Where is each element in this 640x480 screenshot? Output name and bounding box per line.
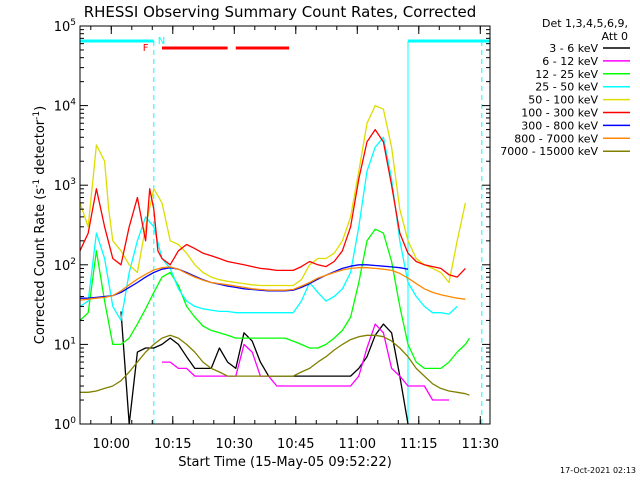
legend-label-3: 25 - 50 keV xyxy=(535,81,598,94)
y-tick-exponent: 2 xyxy=(70,257,76,267)
legend-label-1: 6 - 12 keV xyxy=(542,55,598,68)
legend-label-6: 300 - 800 keV xyxy=(521,119,598,132)
x-tick-label-5: 11:15 xyxy=(400,437,437,452)
y-tick-label-4: 104 xyxy=(54,98,77,115)
y-tick-exponent: 3 xyxy=(70,177,76,187)
series-line-4 xyxy=(79,104,467,287)
x-tick-label-3: 10:45 xyxy=(277,437,314,452)
y-tick-label-0: 100 xyxy=(54,416,77,433)
legend-label-5: 100 - 300 keV xyxy=(521,107,598,120)
y-tick-base: 10 xyxy=(54,20,71,35)
x-axis-ticks: 10:00 10:15 10:30 10:45 11:00 11:15 11:30 xyxy=(90,26,499,452)
plot-area: NF xyxy=(79,36,490,425)
x-tick-label-0: 10:00 xyxy=(93,437,130,452)
plot-frame xyxy=(79,25,491,425)
flag-label-n: N xyxy=(158,36,165,47)
y-tick-base: 10 xyxy=(54,259,71,274)
y-label-part-3: ) xyxy=(33,106,48,111)
legend-label-8: 7000 - 15000 keV xyxy=(500,145,598,158)
series-line-8 xyxy=(80,334,470,396)
y-tick-label-2: 102 xyxy=(54,257,76,274)
y-tick-exponent: 1 xyxy=(70,336,76,346)
y-label-exp-2: -1 xyxy=(32,111,42,120)
series-line-5 xyxy=(79,128,466,278)
y-tick-label-5: 105 xyxy=(54,18,76,35)
y-tick-base: 10 xyxy=(54,418,71,433)
chart-title: RHESSI Observing Summary Count Rates, Co… xyxy=(84,3,477,21)
y-tick-label-3: 103 xyxy=(54,177,76,194)
legend-label-2: 12 - 25 keV xyxy=(535,68,598,81)
legend-label-0: 3 - 6 keV xyxy=(549,42,598,55)
flag-label-f: F xyxy=(143,43,149,54)
y-label-part-1: Corrected Count Rate (s xyxy=(33,188,48,345)
x-tick-label-6: 11:30 xyxy=(462,437,499,452)
x-tick-label-1: 10:15 xyxy=(154,437,191,452)
series-line-2 xyxy=(79,228,471,370)
y-label-part-2: detector xyxy=(33,119,48,179)
y-label-exp-1: -1 xyxy=(32,179,42,188)
series-line-7 xyxy=(79,266,466,301)
x-tick-label-2: 10:30 xyxy=(216,437,253,452)
series-line-6 xyxy=(80,264,409,299)
legend-label-7: 800 - 7000 keV xyxy=(514,132,598,145)
y-tick-base: 10 xyxy=(54,179,71,194)
series-line-1 xyxy=(162,323,449,401)
legend-label-4: 50 - 100 keV xyxy=(528,94,598,107)
y-tick-label-1: 101 xyxy=(54,336,76,353)
y-axis-label: Corrected Count Rate (s-1 detector-1) xyxy=(32,106,48,344)
y-tick-exponent: 5 xyxy=(70,18,76,28)
footer-timestamp: 17-Oct-2021 02:13 xyxy=(560,466,636,475)
x-tick-label-4: 11:00 xyxy=(339,437,376,452)
y-tick-exponent: 0 xyxy=(70,416,76,426)
y-tick-exponent: 4 xyxy=(70,98,76,108)
y-tick-base: 10 xyxy=(54,100,71,115)
x-axis-label: Start Time (15-May-05 09:52:22) xyxy=(178,455,392,470)
series-lines xyxy=(79,104,471,425)
y-tick-base: 10 xyxy=(54,338,71,353)
legend-header-line1: Det 1,3,4,5,6,9, xyxy=(542,17,628,30)
series-line-0 xyxy=(120,311,409,425)
legend-header-line2: Att 0 xyxy=(602,30,628,43)
flag-bars: NF xyxy=(80,36,490,424)
